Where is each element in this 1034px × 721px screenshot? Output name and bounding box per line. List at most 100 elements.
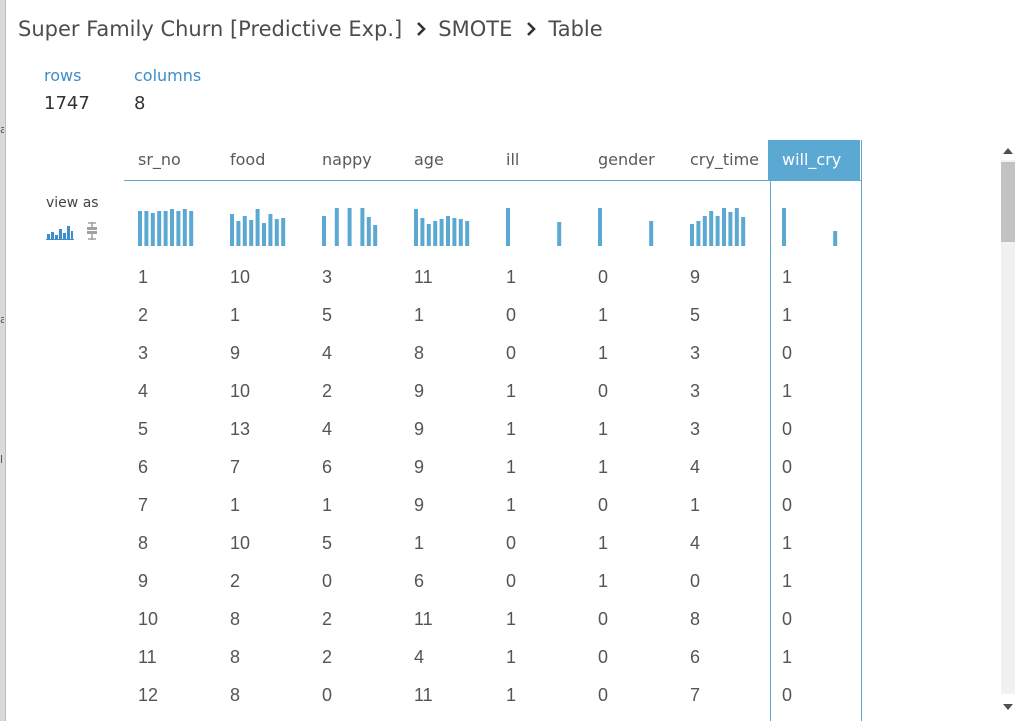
table-cell[interactable]: 2 <box>322 647 333 667</box>
table-cell[interactable]: 1 <box>782 381 793 401</box>
table-cell[interactable]: 0 <box>782 343 793 363</box>
column-header-ill[interactable]: ill <box>506 150 520 169</box>
table-cell[interactable]: 1 <box>138 267 149 287</box>
table-cell[interactable]: 1 <box>598 305 609 325</box>
table-cell[interactable]: 0 <box>506 571 517 591</box>
table-cell[interactable]: 11 <box>138 647 157 667</box>
table-cell[interactable]: 13 <box>230 419 251 439</box>
table-cell[interactable]: 4 <box>690 457 701 477</box>
table-cell[interactable]: 2 <box>322 609 333 629</box>
column-header-sr-no[interactable]: sr_no <box>138 150 181 169</box>
table-cell[interactable]: 5 <box>690 305 701 325</box>
table-cell[interactable]: 6 <box>322 457 333 477</box>
table-cell[interactable]: 0 <box>782 495 793 515</box>
column-histogram[interactable] <box>414 204 472 246</box>
table-cell[interactable]: 1 <box>782 533 793 553</box>
table-cell[interactable]: 1 <box>322 495 333 515</box>
table-cell[interactable]: 3 <box>322 267 333 287</box>
table-cell[interactable]: 3 <box>690 343 701 363</box>
table-cell[interactable]: 3 <box>138 343 149 363</box>
scroll-down-arrow-icon[interactable] <box>1001 700 1015 714</box>
table-cell[interactable]: 8 <box>230 685 241 705</box>
column-header-food[interactable]: food <box>230 150 266 169</box>
table-cell[interactable]: 1 <box>598 343 609 363</box>
table-cell[interactable]: 1 <box>230 305 241 325</box>
table-cell[interactable]: 7 <box>690 685 701 705</box>
table-cell[interactable]: 1 <box>690 495 701 515</box>
column-histogram[interactable] <box>138 204 196 246</box>
table-cell[interactable]: 2 <box>138 305 149 325</box>
table-cell[interactable]: 1 <box>506 495 517 515</box>
table-cell[interactable]: 4 <box>138 381 149 401</box>
table-cell[interactable]: 1 <box>506 457 517 477</box>
table-cell[interactable]: 7 <box>138 495 149 515</box>
column-histogram[interactable] <box>782 204 840 246</box>
table-cell[interactable]: 0 <box>598 381 609 401</box>
table-cell[interactable]: 1 <box>506 419 517 439</box>
table-cell[interactable]: 10 <box>230 381 251 401</box>
table-cell[interactable]: 0 <box>782 457 793 477</box>
table-cell[interactable]: 1 <box>506 267 517 287</box>
table-cell[interactable]: 5 <box>322 533 333 553</box>
column-histogram[interactable] <box>506 204 564 246</box>
table-cell[interactable]: 9 <box>138 571 149 591</box>
table-cell[interactable]: 0 <box>782 419 793 439</box>
histogram-icon[interactable] <box>46 224 74 244</box>
table-cell[interactable]: 8 <box>230 609 241 629</box>
table-cell[interactable]: 9 <box>414 381 425 401</box>
table-cell[interactable]: 0 <box>322 685 333 705</box>
table-cell[interactable]: 0 <box>322 571 333 591</box>
table-cell[interactable]: 2 <box>322 381 333 401</box>
table-cell[interactable]: 8 <box>230 647 241 667</box>
table-cell[interactable]: 3 <box>690 419 701 439</box>
table-cell[interactable]: 1 <box>598 457 609 477</box>
table-cell[interactable]: 1 <box>782 305 793 325</box>
table-cell[interactable]: 1 <box>414 305 425 325</box>
table-cell[interactable]: 0 <box>506 305 517 325</box>
column-header-nappy[interactable]: nappy <box>322 150 372 169</box>
table-cell[interactable]: 12 <box>138 685 159 705</box>
table-cell[interactable]: 8 <box>138 533 149 553</box>
table-cell[interactable]: 6 <box>138 457 149 477</box>
table-cell[interactable]: 4 <box>690 533 701 553</box>
table-cell[interactable]: 1 <box>506 381 517 401</box>
column-histogram[interactable] <box>230 204 288 246</box>
table-cell[interactable]: 10 <box>230 267 251 287</box>
table-cell[interactable]: 4 <box>322 419 333 439</box>
table-cell[interactable]: 0 <box>506 533 517 553</box>
table-cell[interactable]: 1 <box>506 609 517 629</box>
table-cell[interactable]: 5 <box>138 419 149 439</box>
table-cell[interactable]: 10 <box>138 609 159 629</box>
table-cell[interactable]: 1 <box>598 533 609 553</box>
table-cell[interactable]: 4 <box>322 343 333 363</box>
table-cell[interactable]: 4 <box>414 647 425 667</box>
table-cell[interactable]: 0 <box>506 343 517 363</box>
table-cell[interactable]: 11 <box>414 685 433 705</box>
table-cell[interactable]: 10 <box>230 533 251 553</box>
column-header-will-cry[interactable]: will_cry <box>768 140 860 180</box>
scrollbar-thumb[interactable] <box>1001 162 1015 242</box>
table-cell[interactable]: 1 <box>782 647 793 667</box>
table-cell[interactable]: 6 <box>690 647 701 667</box>
table-cell[interactable]: 0 <box>598 647 609 667</box>
table-cell[interactable]: 0 <box>598 267 609 287</box>
boxplot-icon[interactable] <box>86 222 98 244</box>
table-cell[interactable]: 9 <box>414 495 425 515</box>
table-cell[interactable]: 11 <box>414 267 433 287</box>
scroll-up-arrow-icon[interactable] <box>1001 144 1015 158</box>
column-header-cry-time[interactable]: cry_time <box>690 150 759 169</box>
table-cell[interactable]: 1 <box>414 533 425 553</box>
table-cell[interactable]: 0 <box>782 685 793 705</box>
table-cell[interactable]: 0 <box>782 609 793 629</box>
table-cell[interactable]: 0 <box>598 609 609 629</box>
column-header-gender[interactable]: gender <box>598 150 655 169</box>
table-cell[interactable]: 0 <box>598 495 609 515</box>
table-cell[interactable]: 9 <box>230 343 241 363</box>
table-cell[interactable]: 3 <box>690 381 701 401</box>
table-cell[interactable]: 8 <box>690 609 701 629</box>
table-cell[interactable]: 1 <box>598 419 609 439</box>
column-histogram[interactable] <box>598 204 656 246</box>
table-cell[interactable]: 7 <box>230 457 241 477</box>
vertical-scrollbar[interactable] <box>997 140 1019 716</box>
table-cell[interactable]: 9 <box>414 419 425 439</box>
